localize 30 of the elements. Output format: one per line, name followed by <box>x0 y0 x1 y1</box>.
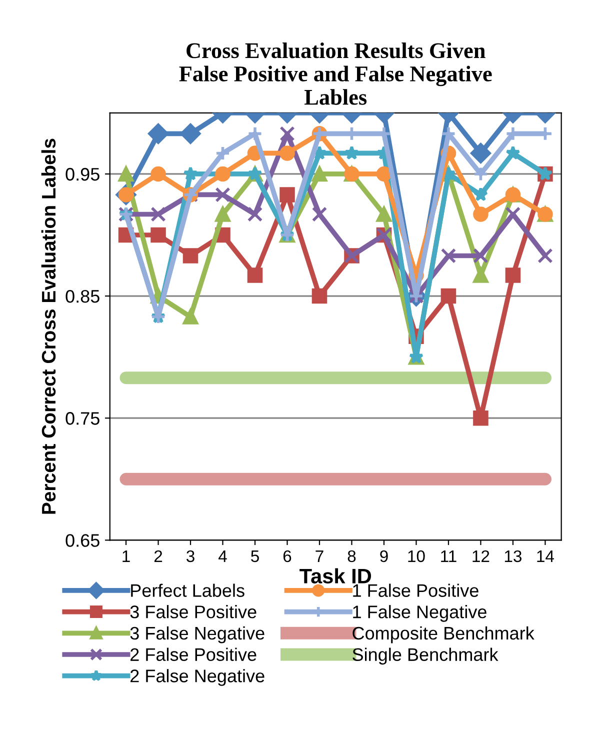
y-tick-label: 0.75 <box>66 412 100 425</box>
x-tick-label: 14 <box>537 550 554 562</box>
x-tick-label: 5 <box>251 550 259 562</box>
x-tick-label: 12 <box>472 550 490 562</box>
legend-label: Single Benchmark <box>352 648 498 665</box>
y-tick-label: 0.65 <box>66 534 100 547</box>
x-tick-label: 6 <box>283 550 292 562</box>
x-tick-label: 1 <box>122 550 130 562</box>
x-tick-label: 3 <box>186 550 194 562</box>
legend-label: 1 False Positive <box>353 584 478 597</box>
legend-label: 2 False Negative <box>130 669 264 686</box>
chart-title: Cross Evaluation Results Given False Positive and False Negative Lables <box>179 42 492 105</box>
x-tick-label: 9 <box>380 550 388 562</box>
x-tick-label: 13 <box>504 550 522 562</box>
legend-label: 1 False Negative <box>353 605 486 622</box>
legend-label: 3 False Negative <box>130 626 264 644</box>
x-tick-label: 7 <box>316 550 324 562</box>
x-tick-label: 8 <box>348 550 356 562</box>
y-axis-title: Percent Correct Cross Evaluation Labels <box>41 138 56 514</box>
y-tick-label: 0.85 <box>66 290 100 303</box>
legend-label: 2 False Positive <box>130 648 256 661</box>
x-tick-label: 2 <box>154 550 162 562</box>
legend-label: 3 False Positive <box>130 605 256 618</box>
y-tick-label: 0.95 <box>66 168 100 181</box>
x-tick-label: 4 <box>218 550 227 562</box>
legend-label: Perfect Labels <box>131 584 244 597</box>
x-tick-label: 10 <box>408 550 425 562</box>
legend-label: Composite Benchmark <box>352 626 534 644</box>
x-axis-title: Task ID <box>300 568 372 584</box>
x-tick-label: 11 <box>441 550 456 562</box>
